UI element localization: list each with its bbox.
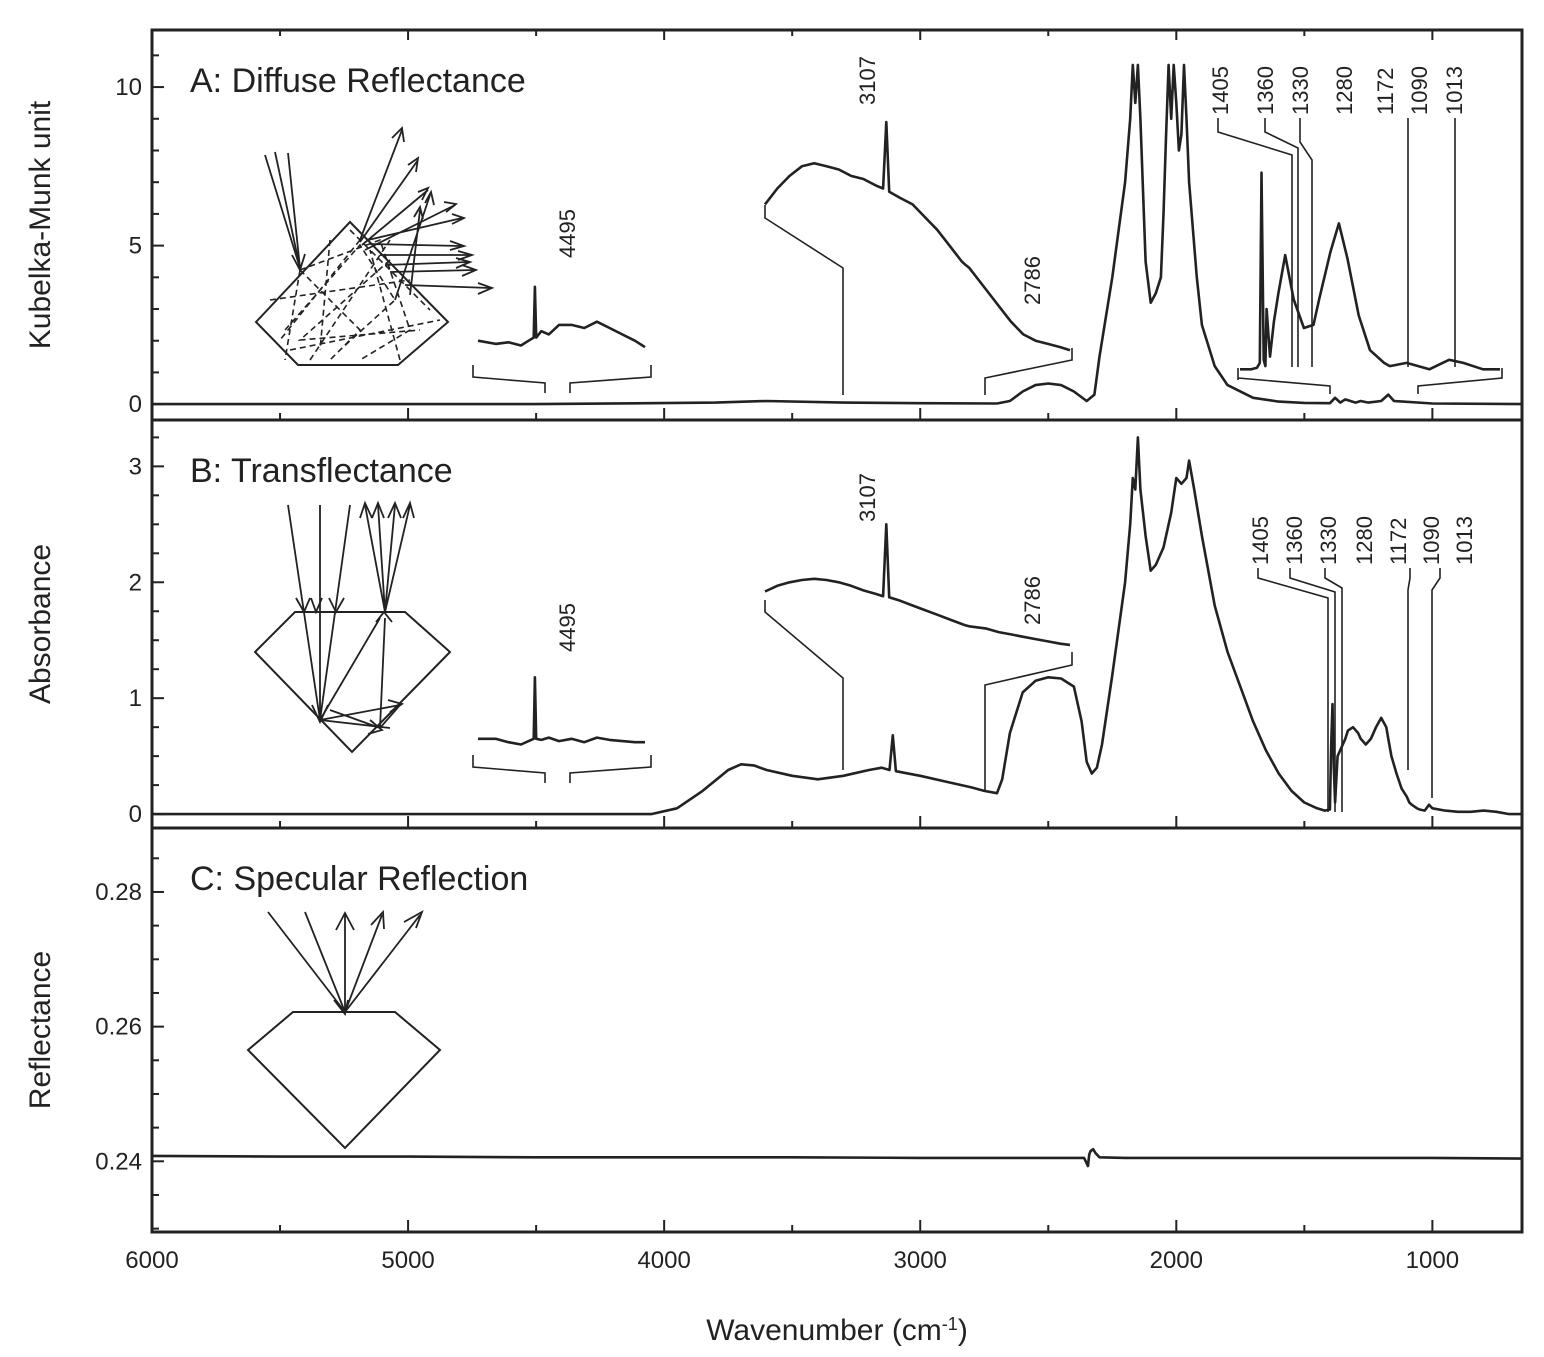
x-axis-title: Wavenumber (cm-1) <box>706 1314 968 1347</box>
peak-label-2786: 2786 <box>1020 256 1045 305</box>
spectrum-line-c <box>151 1147 1523 1168</box>
spectrum-traces <box>151 63 1523 1168</box>
leader-line <box>1299 118 1313 367</box>
incident-ray-a1 <box>264 154 301 269</box>
x-tick-label: 5000 <box>381 1247 434 1274</box>
leader-line <box>1264 118 1299 367</box>
panel-c-ylabel: Reflectance <box>24 951 57 1109</box>
panel-b-title: B: Transflectance <box>190 452 453 490</box>
y-tick-label: 5 <box>129 233 142 260</box>
leader-line <box>1289 568 1336 812</box>
leader-line <box>1324 568 1343 812</box>
crystal-outline-c <box>246 1011 442 1150</box>
peak-label-1090: 1090 <box>1407 66 1432 115</box>
peak-label-1090: 1090 <box>1419 516 1444 565</box>
y-tick-label: 0.26 <box>95 1014 142 1041</box>
arrowheads-b-internal <box>367 610 405 735</box>
peak-labels: 4495 3107 2786 1405 1360 1330 1280 1172 1090 1013… <box>555 56 1477 652</box>
peak-label-4495: 4495 <box>555 603 580 652</box>
peak-label-1360: 1360 <box>1253 66 1278 115</box>
peak-label-1013: 1013 <box>1442 66 1467 115</box>
y-tick-label: 2 <box>129 569 142 596</box>
x-axis-title-end: ) <box>958 1314 968 1347</box>
y-tick-label: 10 <box>115 74 142 101</box>
leader-line <box>472 755 652 783</box>
y-tick-label: 0.28 <box>95 879 142 906</box>
y-tick-label: 0 <box>129 391 142 418</box>
incident-ray-a3 <box>287 152 301 269</box>
crystal-outline-a <box>254 220 450 366</box>
leader-line <box>472 365 652 393</box>
y-tick-label: 3 <box>129 453 142 480</box>
x-tick-label: 1000 <box>1406 1247 1459 1274</box>
arrowheads-b-in <box>295 597 345 725</box>
diffuse-reflectance-crystal-diagram <box>254 126 495 366</box>
peak-label-1405: 1405 <box>1248 516 1273 565</box>
panel-c-title: C: Specular Reflection <box>190 860 528 898</box>
y-tick-label: 0 <box>129 801 142 828</box>
x-tick-label: 6000 <box>125 1247 178 1274</box>
inset-leader-lines <box>472 118 1503 812</box>
spectrum-line-b <box>152 436 1522 816</box>
exit-rays-a <box>359 129 491 301</box>
leader-line <box>1237 368 1503 394</box>
leader-line <box>764 205 844 395</box>
spectrum-line-a <box>152 63 1523 406</box>
inset-trace-3107-b <box>764 523 1071 647</box>
arrowheads-b-out <box>359 500 415 519</box>
panel-c-frame <box>150 826 1524 1234</box>
leader-line <box>984 652 1073 792</box>
x-axis-title-main: Wavenumber (cm <box>706 1314 942 1347</box>
peak-label-3107: 3107 <box>855 56 880 105</box>
axis-ticks: 0 5 10 0 1 2 3 0.24 0.26 0.28 6000 5000 4000 3000 2000… <box>95 30 1459 1274</box>
inset-trace-3107-a <box>763 120 1071 352</box>
inset-trace-fingerprint-a <box>1240 171 1500 371</box>
inset-trace-4495-a <box>477 285 646 349</box>
panel-b-ylabel: Absorbance <box>24 544 57 704</box>
transflectance-crystal-diagram <box>253 500 452 754</box>
arrowheads-c <box>333 909 424 1017</box>
leader-line <box>1431 568 1441 798</box>
peak-label-1280: 1280 <box>1332 66 1357 115</box>
peak-label-1360: 1360 <box>1282 516 1307 565</box>
x-tick-label: 3000 <box>894 1247 947 1274</box>
arrowhead-a-in <box>291 253 306 273</box>
x-axis-title-sup: -1 <box>942 1314 958 1334</box>
peak-label-4495: 4495 <box>555 209 580 258</box>
inset-trace-4495-b <box>478 676 645 746</box>
leader-line <box>1217 118 1293 367</box>
leader-line <box>1407 568 1411 770</box>
peak-label-1330: 1330 <box>1316 516 1341 565</box>
arrowheads-a-out <box>391 126 495 295</box>
leader-line <box>984 348 1073 395</box>
peak-label-1172: 1172 <box>1386 518 1411 565</box>
peak-label-1330: 1330 <box>1288 66 1313 115</box>
exit-rays-c <box>344 914 421 1013</box>
panel-a-title: A: Diffuse Reflectance <box>190 62 526 100</box>
leader-line <box>1257 568 1329 812</box>
leader-line <box>764 600 844 770</box>
x-tick-label: 4000 <box>637 1247 690 1274</box>
peak-label-1280: 1280 <box>1352 516 1377 565</box>
panel-a-ylabel: Kubelka-Munk unit <box>24 100 57 349</box>
peak-label-1405: 1405 <box>1208 66 1233 115</box>
incident-rays-c <box>267 911 346 1013</box>
peak-label-3107: 3107 <box>855 473 880 522</box>
specular-reflection-crystal-diagram <box>246 909 442 1150</box>
peak-label-1013: 1013 <box>1452 516 1477 565</box>
internal-reflections-b <box>319 617 401 729</box>
peak-label-1172: 1172 <box>1373 68 1398 115</box>
incident-ray-a2 <box>274 151 301 269</box>
y-tick-label: 1 <box>129 685 142 712</box>
scattered-paths <box>269 229 441 361</box>
crystal-outline-b <box>253 611 452 754</box>
peak-label-2786: 2786 <box>1020 576 1045 625</box>
exit-rays-b <box>364 504 411 613</box>
x-tick-label: 2000 <box>1150 1247 1203 1274</box>
y-tick-label: 0.24 <box>95 1148 142 1175</box>
